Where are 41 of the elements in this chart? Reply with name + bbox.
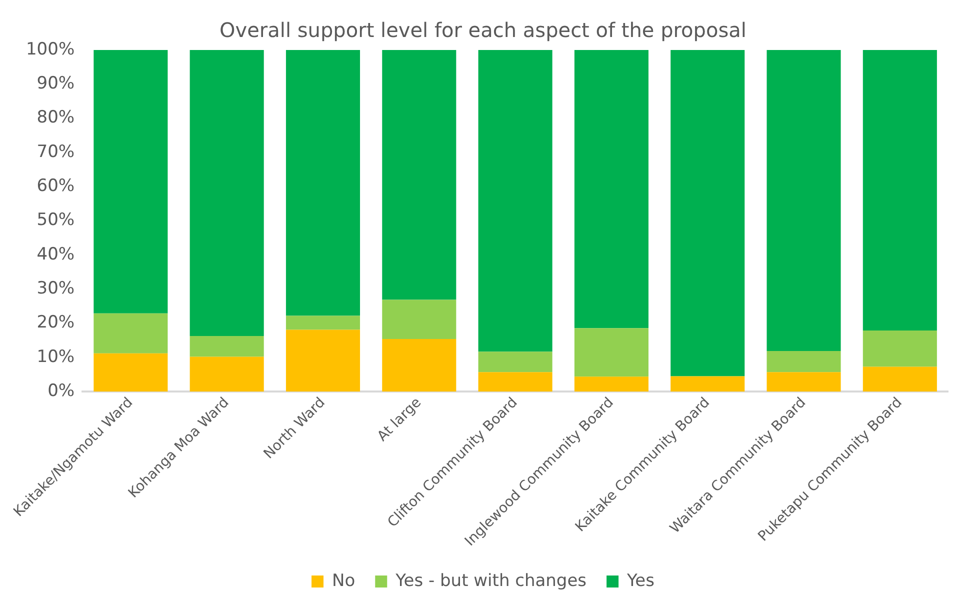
y-tick-label: 10% bbox=[36, 346, 75, 367]
y-tick-label: 0% bbox=[48, 381, 75, 402]
bar bbox=[190, 50, 264, 336]
bar bbox=[670, 50, 745, 376]
bar bbox=[766, 372, 841, 392]
y-tick-label: 70% bbox=[36, 142, 75, 162]
bar bbox=[862, 330, 937, 367]
bar bbox=[574, 376, 648, 392]
bar bbox=[94, 313, 168, 354]
bar bbox=[766, 50, 841, 351]
bar bbox=[862, 366, 937, 392]
bar bbox=[94, 353, 168, 392]
bar bbox=[94, 50, 168, 314]
bar bbox=[862, 50, 937, 330]
y-tick-label: 50% bbox=[36, 210, 75, 230]
bar bbox=[478, 372, 552, 392]
bar bbox=[574, 328, 648, 377]
bar bbox=[190, 336, 264, 357]
bar bbox=[382, 339, 456, 392]
bar bbox=[382, 50, 456, 300]
bar bbox=[190, 356, 264, 392]
bar bbox=[478, 50, 552, 352]
chart-title: Overall support level for each aspect of the proposal bbox=[220, 18, 746, 42]
y-tick-label: 20% bbox=[36, 312, 75, 333]
y-tick-label: 80% bbox=[36, 108, 75, 128]
bar bbox=[766, 350, 841, 372]
bar bbox=[286, 50, 360, 316]
y-tick-label: 60% bbox=[36, 176, 75, 196]
bar bbox=[382, 300, 456, 340]
bar bbox=[286, 316, 360, 330]
legend-label: No bbox=[332, 570, 356, 591]
y-tick-label: 90% bbox=[36, 74, 75, 94]
bar bbox=[286, 330, 360, 392]
bar bbox=[478, 352, 552, 372]
y-tick-label: 30% bbox=[36, 278, 75, 299]
legend-label: Yes - but with changes bbox=[394, 570, 587, 591]
bar bbox=[670, 376, 745, 392]
y-tick-label: 100% bbox=[26, 39, 75, 60]
legend-label: Yes bbox=[626, 570, 655, 591]
bar bbox=[574, 50, 648, 328]
y-tick-label: 40% bbox=[36, 244, 75, 264]
